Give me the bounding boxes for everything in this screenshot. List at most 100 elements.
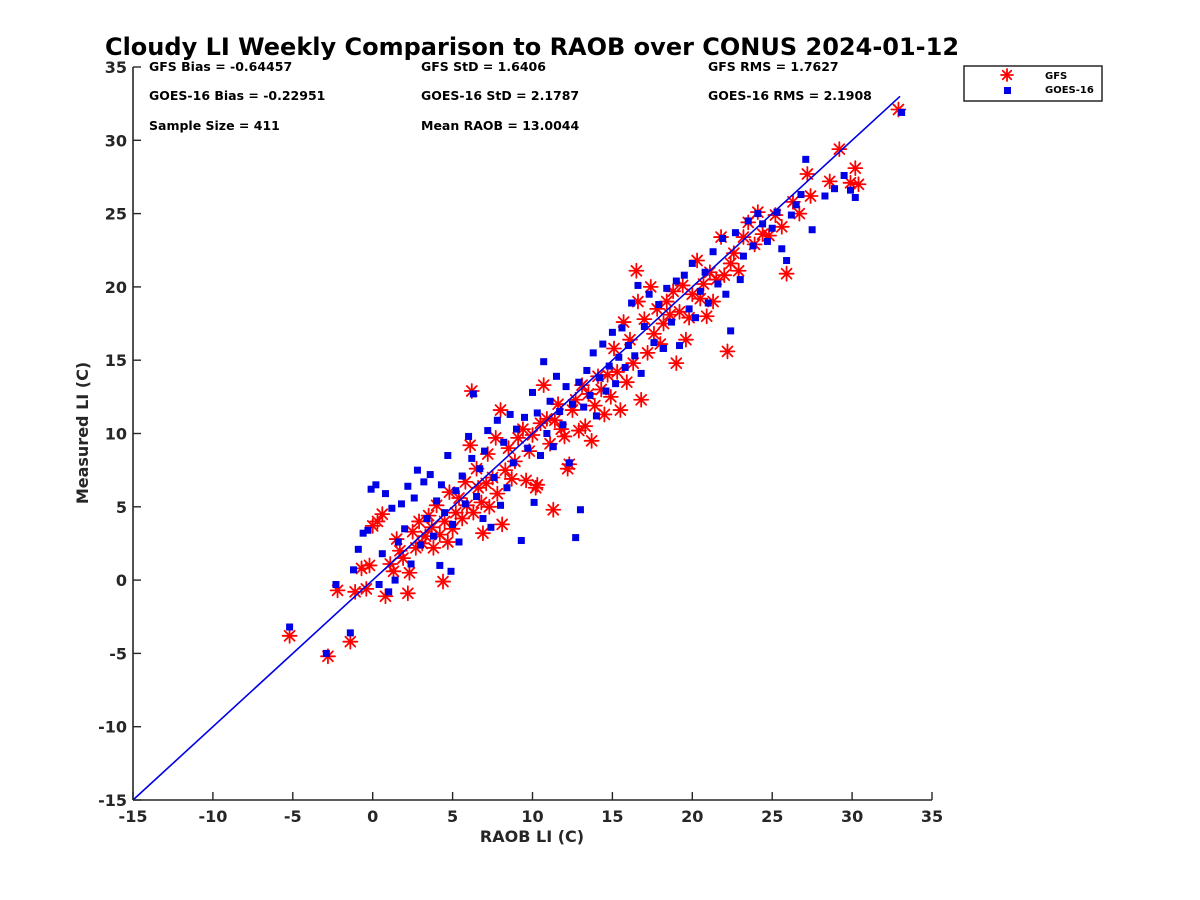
goes16-point [672,277,680,285]
gfs-point [577,418,594,435]
y-axis-ticks: -15 -10 -5 0 5 10 15 20 25 30 35 [98,58,141,810]
goes16-point [621,364,629,372]
gfs-point [411,513,427,530]
x-tick-label: 15 [601,807,623,826]
goes16-point [420,478,428,486]
stat-mean-raob: Mean RAOB = 13.0044 [421,118,579,133]
legend: GFS GOES-16 [963,65,1103,102]
goes16-point [685,305,693,313]
goes16-point [808,226,816,234]
gfs-point [655,315,672,332]
goes16-point [637,369,645,377]
goes16-point [602,387,610,395]
gfs-point [628,262,645,279]
goes16-point [468,454,476,462]
gfs-series [281,101,907,665]
goes16-point [568,400,576,408]
goes16-point [704,299,712,307]
goes16-point [372,481,380,489]
goes16-point [596,374,604,382]
gfs-point [439,534,456,550]
goes16-point [802,155,810,163]
legend-gfs-label: GFS [1045,71,1067,82]
goes16-point [655,300,663,308]
goes16-point [773,208,781,216]
goes16-point [350,566,358,574]
goes16-point [759,220,767,228]
goes16-point [840,171,848,179]
y-axis-label: Measured LI (C) [73,362,92,504]
goes16-point [575,378,583,386]
gfs-point [281,627,298,644]
goes16-point [490,473,498,481]
goes16-point [612,380,620,388]
goes16-point [404,482,412,490]
gfs-point [399,585,416,602]
y-tick-label: 10 [105,425,127,444]
goes16-point [543,430,551,437]
x-axis-label: RAOB LI (C) [480,827,584,846]
gfs-point [773,218,790,235]
gfs-point [735,229,752,245]
gfs-point [606,340,622,357]
gfs-point [494,516,511,533]
gfs-point [671,303,688,320]
goes16-point [763,237,771,245]
goes16-point [565,459,573,467]
gfs-point [425,539,442,556]
goes16-point [465,432,473,440]
gfs-point [633,391,650,408]
goes16-point [417,541,425,549]
goes16-point [549,443,557,451]
stats-annotations: GFS Bias = -0.64457 GFS StD = 1.6406 GFS… [149,59,872,133]
goes16-point [433,497,441,505]
goes16-point [536,451,544,459]
goes16-point [381,490,389,498]
gfs-point [535,377,552,394]
goes16-point [668,318,676,326]
goes16-point [509,459,517,467]
x-tick-label: 5 [447,807,458,826]
goes16-point [473,493,481,501]
y-tick-label: -10 [98,718,127,737]
legend-box [963,65,1103,102]
goes16-point [497,501,505,509]
goes16-point [709,248,717,256]
goes16-point [663,284,671,292]
goes16-point [589,349,597,357]
gfs-point [487,429,504,446]
gfs-point [435,573,451,590]
goes16-point [727,327,735,335]
goes16-point [783,257,791,265]
goes16-point [521,413,529,421]
goes16-point [524,444,532,452]
goes16-point [322,649,330,657]
goes16-point [346,629,354,637]
gfs-point [556,428,573,445]
goes16-point [469,390,477,398]
goes16-point [367,485,375,493]
goes16-point [898,108,906,116]
goes16-point [608,328,616,336]
goes16-point [552,372,560,380]
gfs-point [454,510,471,527]
goes16-point [714,280,722,288]
x-axis-ticks: -15 -10 -5 0 5 10 15 20 25 30 35 [119,792,943,826]
gfs-point [831,141,848,157]
goes16-point [455,538,463,546]
legend-goes16-label: GOES-16 [1045,85,1094,96]
goes16-point [640,322,648,330]
goes16-point [562,383,570,391]
gfs-point [342,633,359,650]
goes16-point [546,397,554,405]
gfs-point [850,176,867,193]
legend-gfs-asterisk [1000,68,1014,82]
goes16-point [650,339,658,347]
goes16-point [618,324,626,332]
goes16-point [739,252,747,260]
goes16-point [576,506,584,514]
gfs-point [497,462,514,479]
goes16-point [444,451,452,459]
gfs-point [462,437,479,454]
goes16-point [530,498,538,506]
